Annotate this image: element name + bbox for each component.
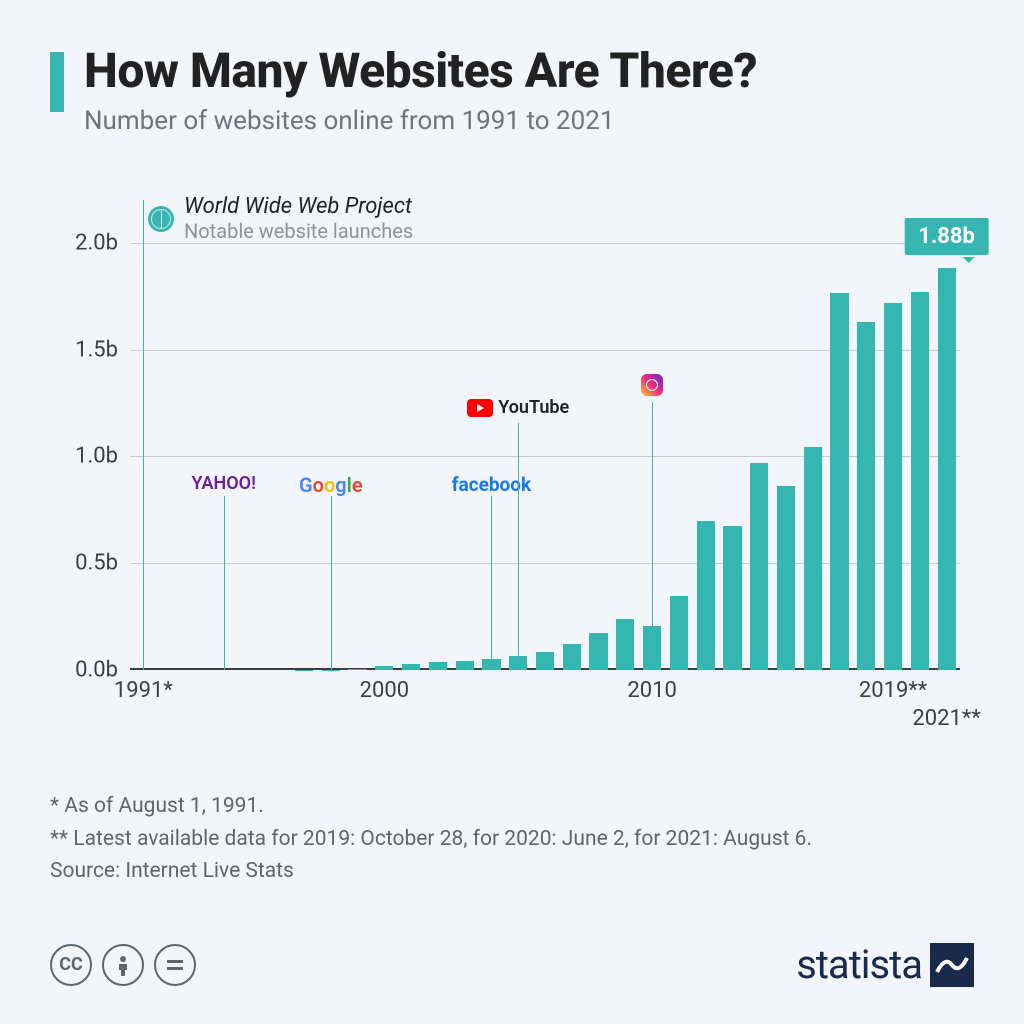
callout-line (491, 496, 492, 670)
callout-label: Google (299, 473, 363, 497)
header: How Many Websites Are There? Number of w… (0, 0, 1024, 136)
value-badge: 1.88b (904, 218, 989, 255)
callout-line (331, 496, 332, 670)
bar (616, 619, 634, 670)
legend-title: World Wide Web Project (184, 194, 412, 219)
bar (804, 447, 822, 670)
callout-line (652, 402, 653, 670)
instagram-icon (641, 374, 663, 396)
y-tick-label: 2.0b (58, 230, 118, 255)
bar (911, 292, 929, 670)
globe-icon (148, 206, 174, 232)
y-tick-label: 0.5b (58, 551, 118, 576)
y-tick-label: 1.0b (58, 444, 118, 469)
bar (777, 486, 795, 670)
by-icon (102, 944, 144, 986)
callout-line (143, 200, 144, 670)
statista-logo: statista (796, 941, 974, 988)
callout-label (641, 374, 663, 396)
callout-label: facebook (452, 473, 531, 496)
bar (589, 633, 607, 670)
bar (830, 293, 848, 670)
callout-line (518, 423, 519, 670)
statista-text: statista (796, 941, 922, 988)
accent-bar (50, 52, 64, 112)
title-block: How Many Websites Are There? Number of w… (84, 46, 974, 136)
callout-line (224, 496, 225, 670)
page-subtitle: Number of websites online from 1991 to 2… (84, 106, 974, 136)
footnote-3: Source: Internet Live Stats (50, 855, 974, 888)
chart-legend: World Wide Web Project Notable website l… (148, 194, 413, 243)
bar (857, 322, 875, 670)
nd-icon (154, 944, 196, 986)
footnote-2: ** Latest available data for 2019: Octob… (50, 823, 974, 856)
footnote-1: * As of August 1, 1991. (50, 790, 974, 823)
bar (697, 521, 715, 670)
bar (536, 652, 554, 670)
statista-wave-icon (930, 943, 974, 987)
x-tick-label: 2010 (627, 678, 676, 703)
bar (375, 666, 393, 670)
x-tick-label: 2000 (360, 678, 409, 703)
footnotes: * As of August 1, 1991. ** Latest availa… (50, 790, 974, 888)
x-tick-label: 2019** (859, 678, 927, 703)
bar (884, 303, 902, 670)
license-icons: CC (50, 944, 196, 986)
bar (456, 661, 474, 670)
plot-area: 0.0b0.5b1.0b1.5b2.0b1991*200020102019**2… (130, 200, 960, 670)
bar (670, 596, 688, 670)
bar (402, 664, 420, 670)
callout-label: YouTube (467, 397, 569, 418)
callout-label: YAHOO! (192, 473, 256, 494)
bar (429, 662, 447, 670)
footer: CC statista (50, 941, 974, 988)
y-tick-label: 0.0b (58, 658, 118, 683)
bar (750, 463, 768, 670)
youtube-icon (467, 399, 493, 417)
bar (348, 669, 366, 670)
legend-subtitle: Notable website launches (184, 219, 413, 243)
bar (723, 526, 741, 670)
page-title: How Many Websites Are There? (84, 46, 974, 96)
bar (563, 644, 581, 670)
y-tick-label: 1.5b (58, 337, 118, 362)
x-tick-label: 2021** (912, 706, 980, 731)
chart: 0.0b0.5b1.0b1.5b2.0b1991*200020102019**2… (60, 200, 970, 740)
bar (938, 268, 956, 670)
cc-icon: CC (50, 944, 92, 986)
x-tick-label: 1991* (114, 678, 173, 703)
